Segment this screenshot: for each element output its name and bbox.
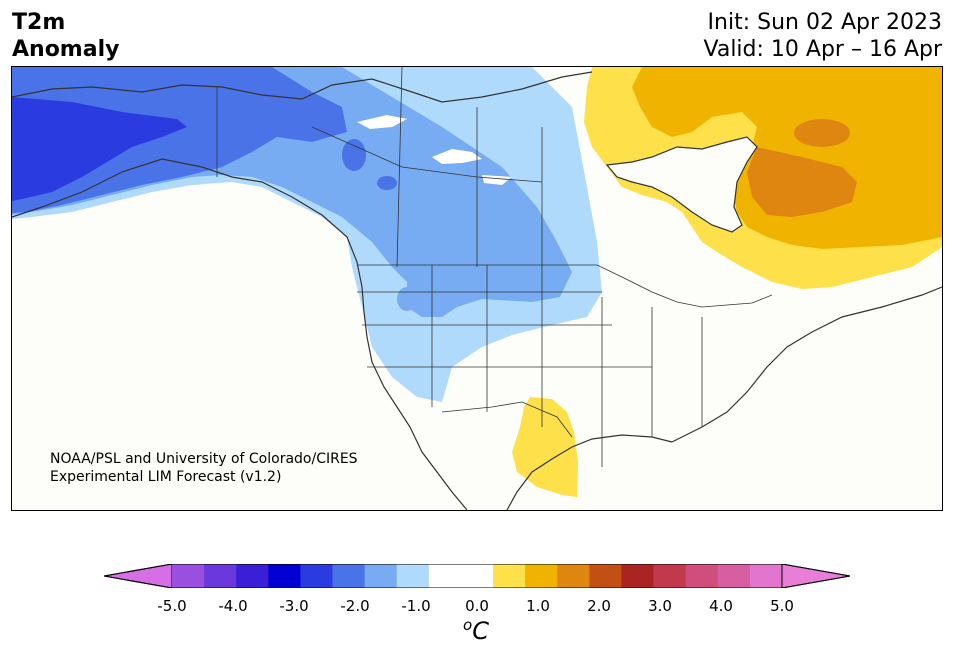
colorbar-bin [717, 564, 751, 588]
colorbar-under-arrow [104, 564, 173, 588]
great-bear-lake [432, 149, 482, 164]
colorbar-bin [268, 564, 301, 588]
colorbar-bin [204, 564, 237, 588]
credit-text: NOAA/PSL and University of Colorado/CIRE… [50, 450, 358, 486]
coastlines [12, 71, 942, 510]
unit-celsius: C [472, 617, 489, 645]
warm-anomaly-region-texas [512, 397, 578, 497]
colorbar-bin [557, 564, 590, 588]
colorbar-bin [621, 564, 655, 588]
colorbar-bin [653, 564, 687, 588]
colorbar-tick-label: 4.0 [709, 597, 733, 615]
colorbar-bin [172, 564, 205, 588]
gulf-coastline [506, 434, 673, 510]
map-canvas [12, 67, 942, 510]
colorbar-bin [332, 564, 366, 588]
colorbar-bin [428, 564, 462, 588]
great-slave-lake [357, 115, 407, 129]
colorbar-bin [460, 564, 494, 588]
arctic-coastline [12, 71, 593, 103]
medium-cold-region [12, 67, 347, 213]
colorbar-bin [685, 564, 719, 588]
colorbar-tick-label: 1.0 [526, 597, 550, 615]
title-line-1: T2m [12, 10, 66, 35]
warm-strong-spot [794, 119, 850, 147]
colorbar-tick-label: -2.0 [340, 597, 370, 615]
valid-range: Valid: 10 Apr – 16 Apr [703, 37, 943, 62]
colorbar-bin [749, 564, 783, 588]
anomaly-map: NOAA/PSL and University of Colorado/CIRE… [11, 66, 943, 511]
colorbar-tick-label: -3.0 [279, 597, 309, 615]
colorbar-tick-label: 3.0 [648, 597, 672, 615]
colorbar-tick-label: -1.0 [401, 597, 431, 615]
colorbar-tick-label: 2.0 [587, 597, 611, 615]
title-line-2: Anomaly [12, 37, 120, 62]
colorbar-unit: oC [463, 616, 489, 645]
credit-line-2: Experimental LIM Forecast (v1.2) [50, 469, 282, 485]
hudson-bay [605, 136, 758, 233]
strong-cold-region [12, 97, 187, 201]
us-mexico-border [441, 401, 573, 438]
colorbar-tick-label: -4.0 [218, 597, 248, 615]
east-coastline [671, 286, 942, 443]
colorbar-bin [396, 564, 430, 588]
territory-border [311, 126, 543, 183]
map-title: T2m Anomaly [12, 9, 119, 63]
colorbar-bin [364, 564, 398, 588]
west-coastline [12, 158, 468, 510]
init-date: Init: Sun 02 Apr 2023 [707, 10, 942, 35]
province-border-1 [396, 67, 403, 268]
warm-strong-region [747, 147, 857, 217]
cold-spot-b [377, 176, 397, 190]
political-borders [216, 67, 773, 467]
cold-spot-a [342, 139, 366, 171]
credit-line-1: NOAA/PSL and University of Colorado/CIRE… [50, 451, 358, 467]
colorbar-bin [493, 564, 526, 588]
unit-degree: o [463, 616, 473, 634]
us-canada-border [357, 264, 773, 308]
colorbar-bin [589, 564, 622, 588]
colorbar [104, 564, 850, 588]
forecast-dates: Init: Sun 02 Apr 2023 Valid: 10 Apr – 16… [704, 9, 943, 63]
colorbar-tick-label: -5.0 [157, 597, 187, 615]
colorbar-bin [525, 564, 558, 588]
lake-winnipeg [482, 175, 512, 185]
colorbar-tick-label: 5.0 [770, 597, 794, 615]
colorbar-tick-label: 0.0 [465, 597, 489, 615]
colorbar-bin [300, 564, 334, 588]
colorbar-over-arrow [781, 564, 850, 588]
colorbar-bin [236, 564, 269, 588]
cold-spot-c [397, 287, 417, 311]
